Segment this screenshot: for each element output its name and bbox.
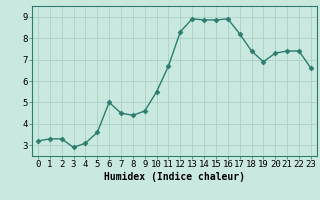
X-axis label: Humidex (Indice chaleur): Humidex (Indice chaleur): [104, 172, 245, 182]
